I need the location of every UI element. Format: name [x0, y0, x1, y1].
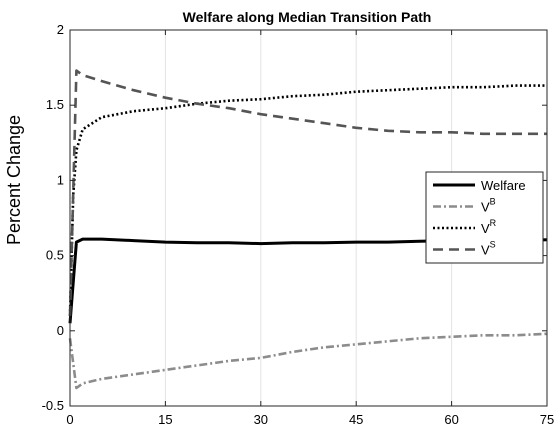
y-tick-label: 1.5 [46, 97, 64, 112]
x-tick-label: 0 [66, 412, 73, 427]
plot-frame [69, 29, 548, 407]
x-tick-label: 15 [158, 412, 172, 427]
series-line-v-b [68, 332, 548, 390]
y-axis-label: Percent Change [4, 115, 24, 245]
y-tick-label: 0.5 [46, 248, 64, 263]
x-tick-label: 75 [540, 412, 554, 427]
grid-layer [164, 30, 453, 406]
y-tick-label: 2 [57, 22, 64, 37]
x-tick-label: 60 [444, 412, 458, 427]
legend-label: Welfare [481, 178, 526, 193]
chart-title: Welfare along Median Transition Path [183, 9, 432, 25]
legend-label-superscript: S [490, 240, 496, 250]
x-tick-label: 30 [254, 412, 268, 427]
series-line-v-s [68, 69, 547, 316]
legend-box [425, 171, 544, 264]
legend-label-superscript: R [490, 218, 497, 228]
legend-label-superscript: B [490, 197, 496, 207]
y-tick-label: 1 [57, 172, 64, 187]
y-tick-label: -0.5 [42, 398, 64, 413]
ticks-layer: 0 15 30 45 60 75-0.500.511.52 [42, 22, 554, 427]
y-tick-label: 0 [57, 323, 64, 338]
series-line-v-r [68, 84, 547, 316]
x-tick-label: 45 [349, 412, 363, 427]
